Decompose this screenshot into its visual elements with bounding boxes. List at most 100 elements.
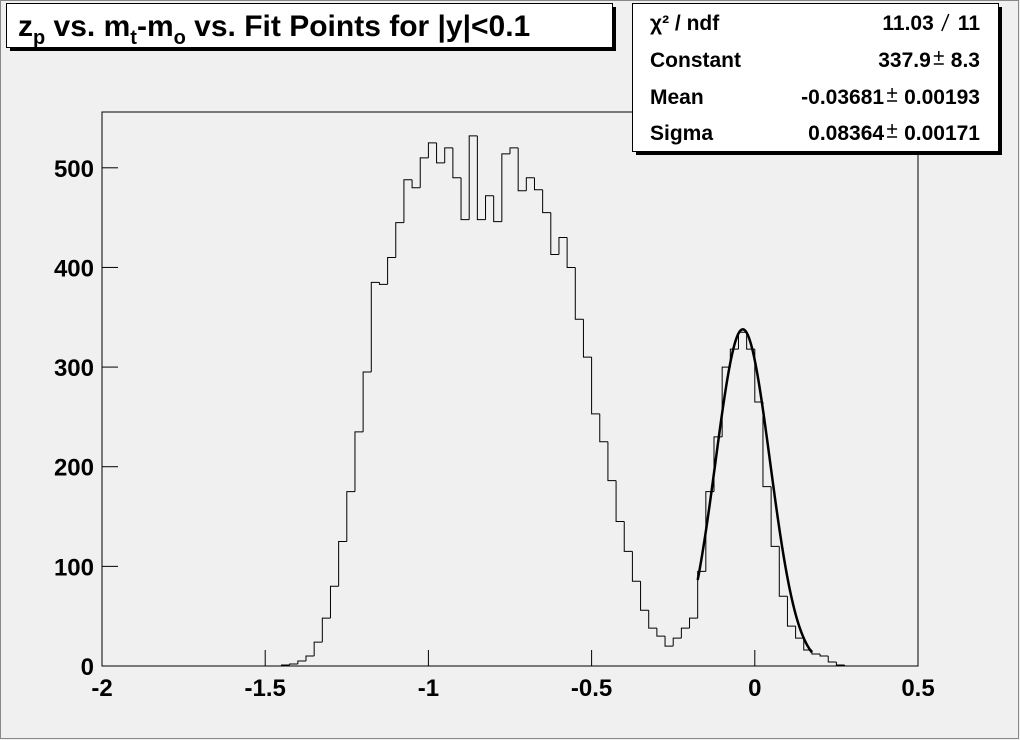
y-tick-label: 500 <box>54 156 94 183</box>
histogram-bin <box>501 153 510 222</box>
histogram-bin <box>321 617 331 643</box>
histogram-bin <box>574 267 584 320</box>
histogram-bin <box>354 431 364 492</box>
histogram-bin <box>525 177 535 191</box>
histogram-bin <box>436 142 445 164</box>
histogram-bin <box>819 654 829 657</box>
histogram-bin <box>680 627 690 639</box>
histogram-bin <box>656 628 666 637</box>
histogram-bin <box>297 660 306 665</box>
histogram-bin <box>395 222 404 258</box>
histogram-bin <box>517 147 527 192</box>
histogram-bin <box>444 147 453 163</box>
x-tick-label: 0 <box>748 675 761 702</box>
histogram-bin <box>281 664 290 666</box>
histogram-bin <box>591 357 600 415</box>
histogram-bin <box>289 663 298 666</box>
histogram-bin <box>672 637 682 647</box>
stats-label: Mean <box>650 86 704 109</box>
stats-error: 0.00193 <box>904 86 980 109</box>
histogram-bin <box>615 480 625 523</box>
stats-box <box>632 3 999 152</box>
histogram-bin <box>786 596 796 627</box>
histogram-bin <box>689 617 698 629</box>
histogram-bin <box>648 610 657 629</box>
title-box <box>6 3 613 48</box>
histogram-bin <box>403 179 413 223</box>
histogram-bin <box>493 195 502 223</box>
histogram-bin <box>305 655 315 662</box>
histogram-bin <box>542 189 551 214</box>
histogram-bin <box>533 177 543 191</box>
histogram-bin <box>697 570 706 619</box>
x-tick-label: -2 <box>91 675 112 702</box>
title-part: vs. m <box>45 10 130 43</box>
stats-ndf: 11 <box>958 12 981 35</box>
histogram-bin <box>509 147 519 154</box>
y-tick-label: 200 <box>54 455 94 482</box>
frame <box>101 111 919 667</box>
histogram-bin <box>770 486 780 547</box>
histogram-bin <box>329 585 339 619</box>
title-part: o <box>174 27 186 49</box>
histogram-bin <box>346 491 355 542</box>
stats-value: -0.03681 <box>801 86 884 109</box>
histogram-bin <box>338 540 347 587</box>
histogram-bin <box>427 142 437 158</box>
histogram-bin <box>468 135 478 220</box>
histogram-bin <box>460 177 470 221</box>
stats-label: χ² / ndf <box>650 12 720 35</box>
histogram-bin <box>664 636 674 647</box>
histogram-bin <box>582 319 592 358</box>
histogram-bin <box>835 662 845 666</box>
title-part: z <box>18 10 33 43</box>
stats-value: 337.9 <box>878 49 931 72</box>
histogram-bin <box>827 656 837 663</box>
title-part: t <box>130 27 137 49</box>
title-part: p <box>33 27 45 49</box>
histogram-bin <box>599 413 608 443</box>
histogram-bin <box>558 237 568 255</box>
histogram-bin <box>485 195 494 220</box>
chart-title: zp vs. mt-mo vs. Fit Points for |y|<0.1 <box>18 10 530 49</box>
histogram-bin <box>795 626 804 639</box>
histogram-bin <box>362 371 372 432</box>
title-part: -m <box>137 10 174 43</box>
histogram-bin <box>411 179 421 189</box>
histogram-bin <box>566 237 576 268</box>
x-tick-label: -1.5 <box>245 675 286 702</box>
stats-error: 0.00171 <box>904 122 980 145</box>
histogram-bin <box>387 256 396 285</box>
histogram-bin <box>452 147 462 179</box>
histogram-bin <box>419 157 429 188</box>
stats-value: 0.08364 <box>808 122 884 145</box>
histogram-bin <box>778 546 788 597</box>
title-part: vs. Fit Points for |y|<0.1 <box>186 10 530 43</box>
histogram-bin <box>844 665 853 667</box>
y-tick-label: 400 <box>54 255 94 282</box>
histogram-bin <box>640 581 649 611</box>
y-tick-label: 300 <box>54 355 94 382</box>
y-tick-label: 100 <box>54 554 94 581</box>
histogram-bin <box>550 212 559 255</box>
histogram-bin <box>631 551 641 582</box>
fit-curve <box>696 328 813 654</box>
stats-chi2: 11.03 <box>882 12 933 35</box>
stats-error: 8.3 <box>951 49 980 72</box>
stats-label: Constant <box>650 49 741 72</box>
histogram-bin <box>313 641 323 657</box>
histogram-bin <box>762 401 772 488</box>
x-tick-label: -1 <box>418 675 439 702</box>
x-tick-label: 0.5 <box>901 675 934 702</box>
histogram-bin <box>370 281 380 373</box>
histogram-bin <box>607 441 617 482</box>
x-tick-label: -0.5 <box>571 675 612 702</box>
histogram-bin <box>378 282 388 285</box>
slash <box>941 13 950 32</box>
histogram-bin <box>623 521 633 552</box>
stats-label: Sigma <box>650 122 713 145</box>
histogram-bin <box>476 135 486 221</box>
y-tick-label: 0 <box>81 654 94 681</box>
